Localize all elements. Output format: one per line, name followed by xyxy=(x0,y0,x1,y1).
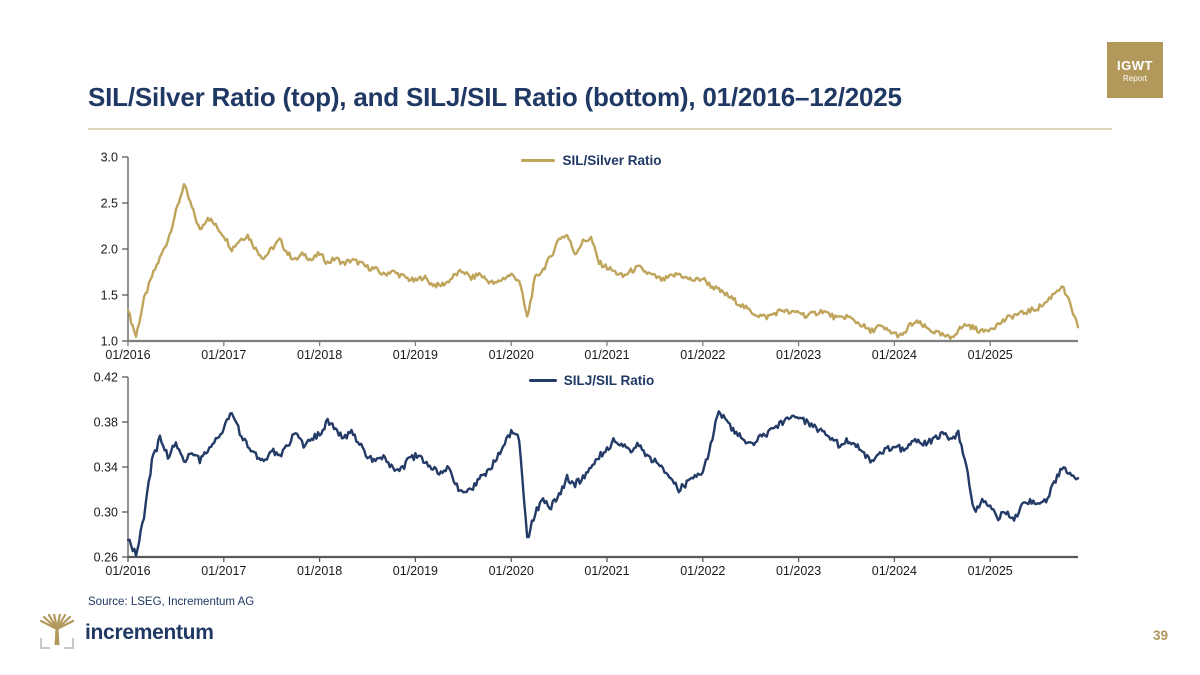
logo-wordmark: incrementum xyxy=(85,621,214,644)
svg-text:01/2020: 01/2020 xyxy=(489,564,534,578)
svg-text:0.34: 0.34 xyxy=(94,461,118,475)
svg-text:01/2023: 01/2023 xyxy=(776,348,821,362)
top-chart-legend: SIL/Silver Ratio xyxy=(84,153,1099,168)
source-note: Source: LSEG, Incrementum AG xyxy=(88,596,255,608)
svg-text:0.26: 0.26 xyxy=(94,551,118,565)
top-legend-label: SIL/Silver Ratio xyxy=(562,153,662,168)
svg-text:01/2023: 01/2023 xyxy=(776,564,821,578)
svg-text:01/2021: 01/2021 xyxy=(584,348,629,362)
svg-text:01/2024: 01/2024 xyxy=(872,564,917,578)
svg-text:2.0: 2.0 xyxy=(101,243,118,257)
svg-text:1.5: 1.5 xyxy=(101,289,118,303)
page-title: SIL/Silver Ratio (top), and SILJ/SIL Rat… xyxy=(88,82,902,112)
svg-text:01/2019: 01/2019 xyxy=(393,564,438,578)
svg-text:01/2018: 01/2018 xyxy=(297,564,342,578)
svg-text:01/2019: 01/2019 xyxy=(393,348,438,362)
title-divider xyxy=(88,128,1112,130)
badge-subtitle: Report xyxy=(1122,73,1147,83)
svg-text:01/2016: 01/2016 xyxy=(105,348,150,362)
svg-text:01/2017: 01/2017 xyxy=(201,564,246,578)
svg-text:3.0: 3.0 xyxy=(101,151,118,165)
bottom-chart-legend: SILJ/SIL Ratio xyxy=(84,373,1099,388)
svg-text:0.42: 0.42 xyxy=(94,371,118,385)
svg-text:01/2025: 01/2025 xyxy=(968,348,1013,362)
svg-text:0.30: 0.30 xyxy=(94,506,118,520)
svg-text:01/2025: 01/2025 xyxy=(968,564,1013,578)
gold-line-swatch-icon xyxy=(521,158,556,163)
igwt-report-badge: IGWT Report xyxy=(1107,42,1163,98)
svg-text:01/2022: 01/2022 xyxy=(680,348,725,362)
bottom-chart-area: SILJ/SIL Ratio 0.42 0.38 0.34 0.30 0.26 01/20… xyxy=(70,368,1085,586)
bottom-legend-label: SILJ/SIL Ratio xyxy=(563,373,655,388)
svg-text:1.0: 1.0 xyxy=(101,335,118,349)
svg-text:01/2018: 01/2018 xyxy=(297,348,342,362)
page-number: 39 xyxy=(1152,628,1168,643)
navy-line-swatch-icon xyxy=(528,378,557,383)
svg-text:01/2020: 01/2020 xyxy=(489,348,534,362)
sil-silver-ratio-chart: 3.0 2.5 2.0 1.5 1.001/2016 01/2017 01/2018 01/2… xyxy=(101,151,1080,362)
top-chart-area: SIL/Silver Ratio 3.0 2.5 2.0 1.5 1.0 01/2016 0… xyxy=(70,148,1085,366)
svg-text:01/2016: 01/2016 xyxy=(105,564,150,578)
svg-text:01/2022: 01/2022 xyxy=(680,564,725,578)
svg-text:01/2021: 01/2021 xyxy=(584,564,629,578)
badge-title: IGWT xyxy=(1117,57,1153,73)
svg-text:01/2017: 01/2017 xyxy=(201,348,246,362)
incrementum-logo: incrementum xyxy=(38,614,214,652)
svg-text:0.38: 0.38 xyxy=(94,416,118,430)
svg-text:2.5: 2.5 xyxy=(101,197,118,211)
tree-icon xyxy=(39,614,75,649)
svg-text:01/2024: 01/2024 xyxy=(872,348,917,362)
